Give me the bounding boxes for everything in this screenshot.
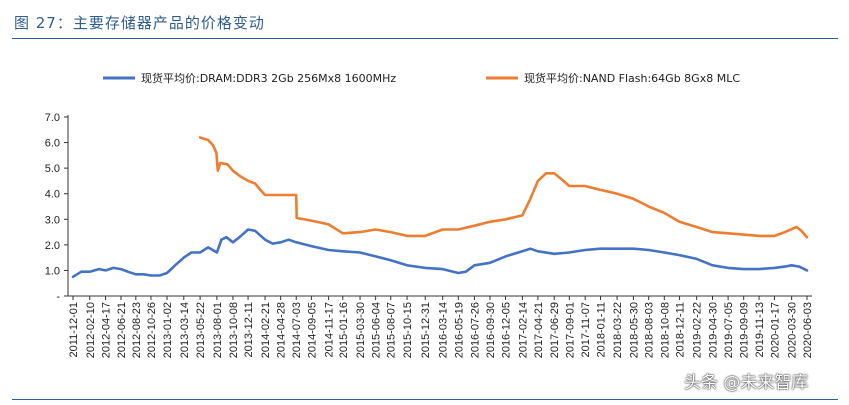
figure-title: 图 27：主要存储器产品的价格变动	[14, 14, 265, 32]
y-tick-label: -	[56, 291, 60, 303]
x-tick-label: 2018-03-22	[612, 302, 624, 358]
x-tick-label: 2016-07-26	[469, 302, 481, 358]
x-tick-label: 2016-03-14	[438, 302, 450, 358]
x-tick-label: 2020-06-03	[802, 302, 814, 358]
x-tick-label: 2012-10-26	[146, 302, 158, 358]
y-tick-label: 3.0	[45, 214, 60, 226]
x-tick-label: 2018-05-30	[628, 302, 640, 358]
x-tick-label: 2017-11-07	[580, 302, 592, 357]
x-tick-label: 2019-09-09	[739, 302, 751, 358]
x-tick-label: 2018-08-03	[644, 302, 656, 358]
x-tick-label: 2014-09-05	[306, 302, 318, 358]
x-tick-label: 2013-10-08	[228, 302, 240, 358]
x-tick-label: 2017-06-29	[549, 302, 561, 358]
x-tick-label: 2012-06-21	[116, 302, 128, 358]
x-tick-label: 2019-11-13	[754, 302, 766, 357]
x-tick-label: 2015-12-31	[420, 302, 432, 358]
x-tick-label: 2014-04-28	[276, 302, 288, 358]
x-tick-label: 2013-08-01	[212, 302, 224, 358]
legend-label-2: 现货平均价:NAND Flash:64Gb 8Gx8 MLC	[524, 71, 740, 85]
x-tick-label: 2018-10-08	[659, 302, 671, 358]
x-tick-label: 2015-08-07	[386, 302, 398, 358]
x-tick-label: 2017-09-01	[564, 302, 576, 358]
x-tick-label: 2015-03-30	[355, 302, 367, 358]
x-tick-label: 2015-10-15	[402, 302, 414, 358]
y-tick-label: 4.0	[45, 189, 60, 201]
watermark-text: 头条 @未来智库	[684, 373, 809, 393]
x-tick-label: 2014-07-03	[291, 302, 303, 358]
x-tick-label: 2014-02-21	[260, 302, 272, 358]
x-tick-label: 2016-12-05	[501, 302, 513, 358]
x-tick-label: 2020-03-30	[787, 302, 799, 358]
x-tick-label: 2017-02-14	[517, 302, 529, 358]
chart-axes: - 1.0 2.0 3.0 4.0 5.0 6.0 7.0 2011-12-01 2012-02-…	[45, 112, 814, 358]
y-tick-label: 2.0	[45, 240, 60, 252]
y-tick-label: 6.0	[45, 138, 60, 150]
x-tick-label: 2018-12-11	[674, 302, 686, 357]
x-tick-label: 2016-05-19	[453, 302, 465, 358]
x-tick-label: 2012-08-23	[131, 302, 143, 358]
plot-area	[71, 136, 809, 279]
y-tick-label: 7.0	[45, 112, 60, 124]
title-divider	[12, 38, 838, 39]
bottom-divider	[12, 399, 838, 400]
x-tick-label: 2011-12-01	[68, 302, 80, 357]
x-tick-label: 2013-03-14	[179, 302, 191, 358]
x-tick-label: 2012-04-17	[101, 302, 113, 358]
x-tick-label: 2012-02-10	[85, 302, 97, 358]
series-line-2	[198, 136, 809, 239]
x-tick-label: 2019-02-22	[692, 302, 704, 358]
chart-legend: 现货平均价:DRAM:DDR3 2Gb 256Mx8 1600MHz 现货平均价:…	[103, 71, 740, 85]
y-tick-label: 1.0	[45, 265, 60, 277]
x-tick-label: 2017-04-21	[533, 302, 545, 358]
x-tick-label: 2020-01-17	[769, 302, 781, 358]
x-tick-label: 2013-01-02	[162, 302, 174, 358]
x-tick-label: 2013-12-11	[243, 302, 255, 357]
x-tick-label: 2018-01-11	[596, 302, 608, 357]
x-tick-label: 2019-04-30	[708, 302, 720, 358]
x-tick-label: 2013-05-22	[195, 302, 207, 358]
x-tick-label: 2019-07-05	[723, 302, 735, 358]
x-tick-label: 2014-11-17	[324, 302, 336, 357]
legend-label-1: 现货平均价:DRAM:DDR3 2Gb 256Mx8 1600MHz	[141, 71, 396, 85]
series-line-1	[71, 228, 809, 279]
x-tick-label: 2015-01-16	[338, 302, 350, 358]
y-tick-label: 5.0	[45, 163, 60, 175]
x-tick-label: 2015-06-04	[371, 302, 383, 358]
x-tick-label: 2016-09-30	[485, 302, 497, 358]
